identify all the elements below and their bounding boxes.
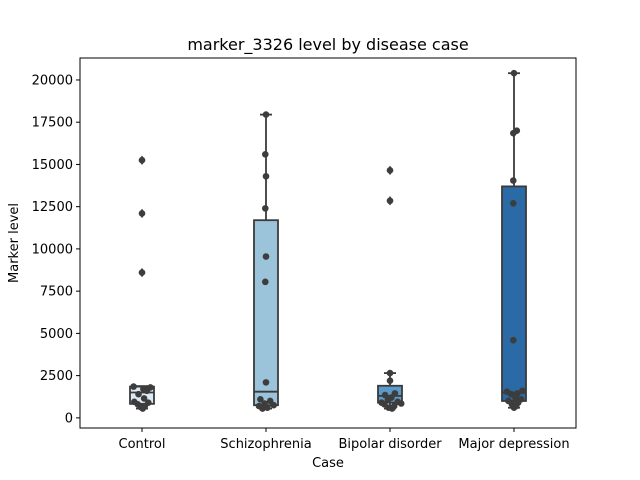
box-group bbox=[129, 155, 155, 410]
x-tick-label: Major depression bbox=[458, 437, 569, 452]
data-point bbox=[130, 383, 137, 390]
data-point bbox=[386, 377, 394, 384]
data-point bbox=[388, 405, 396, 412]
data-point bbox=[510, 129, 517, 137]
y-tick-label: 5000 bbox=[40, 327, 73, 342]
data-point bbox=[510, 69, 518, 77]
x-tick-label: Schizophrenia bbox=[220, 437, 311, 452]
box-group bbox=[501, 72, 527, 409]
y-tick-label: 2500 bbox=[40, 369, 73, 384]
data-point bbox=[143, 387, 151, 395]
y-axis-label: Marker level bbox=[7, 203, 22, 283]
data-point bbox=[257, 395, 264, 403]
y-tick-label: 10000 bbox=[32, 242, 73, 257]
data-point bbox=[512, 394, 519, 401]
data-point bbox=[140, 395, 148, 402]
data-point bbox=[264, 404, 271, 412]
data-point bbox=[138, 210, 146, 217]
box-body bbox=[501, 185, 527, 402]
data-point bbox=[262, 379, 270, 386]
data-point bbox=[262, 172, 270, 180]
data-point bbox=[259, 405, 266, 412]
box-group bbox=[253, 113, 279, 410]
y-tick-label: 0 bbox=[65, 411, 73, 426]
box-body bbox=[253, 219, 279, 407]
axes-frame bbox=[79, 57, 577, 429]
y-tick-label: 17500 bbox=[32, 116, 73, 131]
data-point bbox=[138, 156, 146, 164]
data-point bbox=[262, 151, 269, 158]
data-point bbox=[386, 167, 394, 174]
data-point bbox=[397, 400, 405, 407]
data-point bbox=[510, 177, 517, 184]
y-tick-label: 7500 bbox=[40, 285, 73, 300]
plot-area bbox=[129, 69, 527, 412]
data-point bbox=[270, 401, 278, 409]
chart-title: marker_3326 level by disease case bbox=[187, 35, 468, 55]
data-point bbox=[386, 197, 394, 205]
data-point bbox=[381, 391, 389, 399]
data-point bbox=[262, 253, 270, 260]
x-tick-label: Control bbox=[119, 437, 166, 452]
y-tick-label: 12500 bbox=[32, 200, 73, 215]
data-point bbox=[519, 387, 526, 395]
y-tick-label: 20000 bbox=[32, 73, 73, 88]
data-point bbox=[262, 111, 270, 118]
data-point bbox=[135, 390, 142, 398]
data-point bbox=[138, 269, 146, 276]
x-axis-label: Case bbox=[312, 456, 344, 471]
data-point bbox=[510, 336, 517, 344]
data-point bbox=[262, 278, 269, 286]
data-point bbox=[386, 369, 394, 377]
data-point bbox=[262, 205, 269, 212]
data-point bbox=[510, 404, 518, 412]
x-axis: Control Schizophrenia Bipolar disorder Majo… bbox=[119, 428, 570, 452]
data-point bbox=[139, 405, 146, 412]
data-point bbox=[510, 199, 517, 207]
y-axis: 0 2500 5000 7500 10000 12500 15000 17500 20000 bbox=[32, 73, 80, 426]
x-tick-label: Bipolar disorder bbox=[338, 437, 442, 452]
y-tick-label: 15000 bbox=[32, 158, 73, 173]
